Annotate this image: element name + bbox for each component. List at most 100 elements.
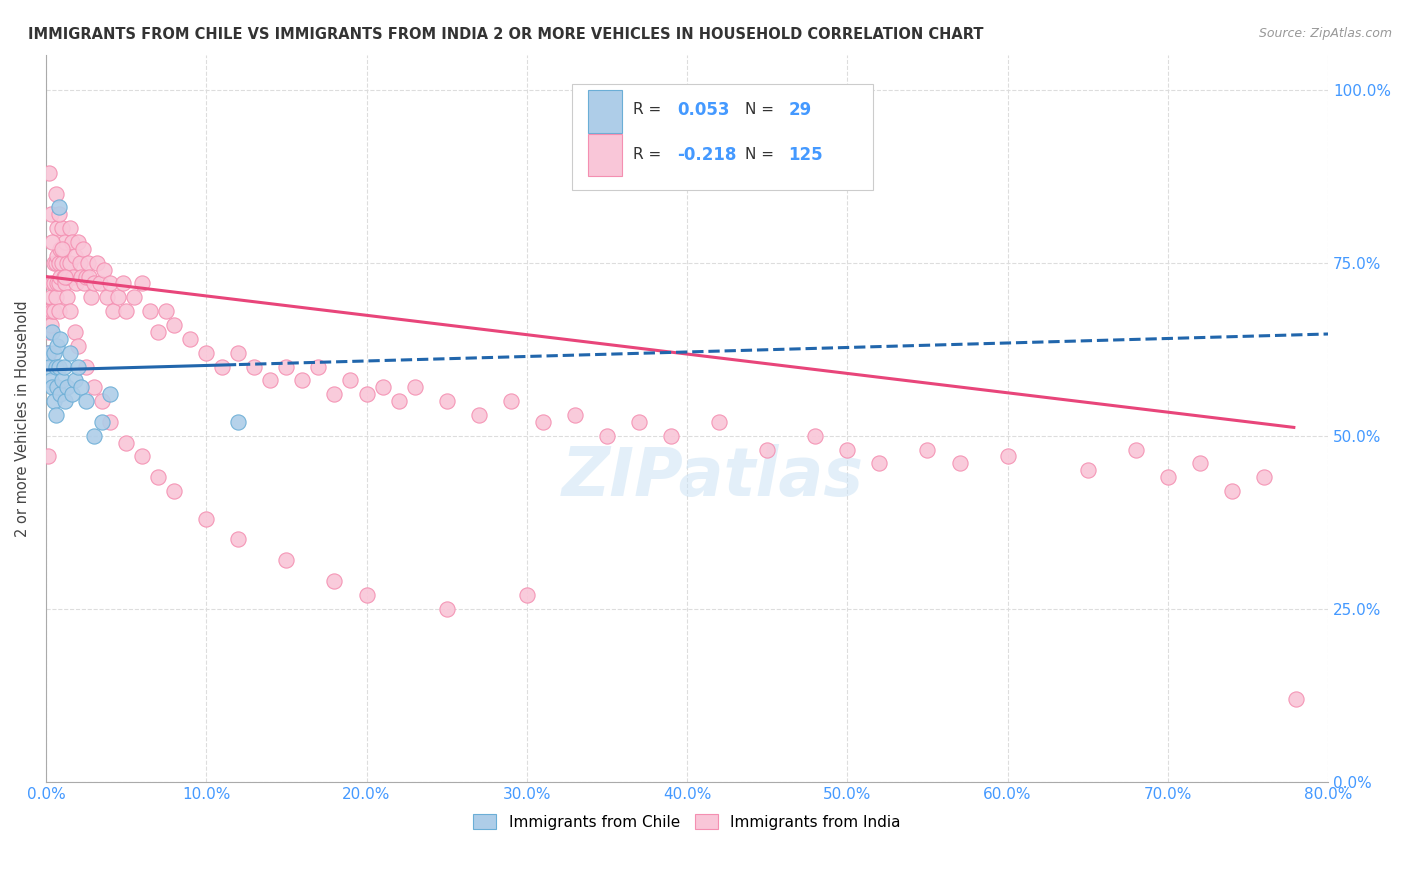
Point	[1125, 442, 1147, 457]
Point	[72, 242, 94, 256]
Point	[76, 256, 98, 270]
Point	[39, 290, 62, 304]
Point	[37, 345, 59, 359]
Point	[83, 428, 105, 442]
Point	[56, 380, 79, 394]
Point	[115, 304, 138, 318]
Point	[659, 428, 682, 442]
Point	[226, 533, 249, 547]
Point	[53, 394, 76, 409]
Point	[60, 387, 83, 401]
Point	[38, 345, 60, 359]
Point	[41, 235, 63, 249]
Point	[276, 359, 298, 374]
Point	[51, 242, 73, 256]
Point	[75, 269, 97, 284]
Point	[51, 256, 73, 270]
Point	[53, 277, 76, 291]
Text: 29: 29	[789, 101, 811, 119]
Text: ZIPatlas: ZIPatlas	[562, 443, 863, 509]
Point	[75, 359, 97, 374]
Point	[211, 359, 233, 374]
Point	[96, 290, 118, 304]
Point	[323, 574, 346, 588]
Point	[38, 304, 60, 318]
Point	[51, 373, 73, 387]
Point	[45, 408, 67, 422]
Point	[59, 345, 82, 359]
Point	[53, 269, 76, 284]
Point	[387, 394, 409, 409]
Point	[46, 221, 69, 235]
Point	[70, 269, 93, 284]
Point	[46, 380, 69, 394]
Point	[1157, 470, 1180, 484]
Point	[69, 256, 91, 270]
Text: 0.053: 0.053	[676, 101, 730, 119]
Point	[1220, 484, 1243, 499]
Point	[307, 359, 329, 374]
Point	[195, 345, 218, 359]
Point	[42, 256, 65, 270]
Point	[42, 394, 65, 409]
Point	[45, 290, 67, 304]
Point	[436, 394, 458, 409]
Point	[42, 345, 65, 359]
Point	[38, 325, 60, 339]
Point	[948, 456, 970, 470]
Point	[243, 359, 266, 374]
Point	[516, 588, 538, 602]
Point	[37, 450, 59, 464]
Legend: Immigrants from Chile, Immigrants from India: Immigrants from Chile, Immigrants from I…	[467, 807, 907, 836]
Point	[89, 277, 111, 291]
Point	[155, 304, 177, 318]
Point	[38, 166, 60, 180]
Point	[467, 408, 489, 422]
Point	[259, 373, 281, 387]
Point	[45, 359, 67, 374]
Point	[45, 256, 67, 270]
Point	[48, 304, 70, 318]
Point	[45, 186, 67, 201]
Point	[49, 269, 72, 284]
Point	[91, 415, 114, 429]
Text: -0.218: -0.218	[676, 145, 737, 163]
Point	[42, 277, 65, 291]
Point	[59, 256, 82, 270]
Point	[59, 304, 82, 318]
Point	[107, 290, 129, 304]
FancyBboxPatch shape	[588, 134, 621, 177]
Point	[63, 373, 86, 387]
Point	[38, 359, 60, 374]
Point	[37, 345, 59, 359]
Point	[804, 428, 827, 442]
Point	[139, 304, 162, 318]
Point	[49, 242, 72, 256]
Point	[83, 380, 105, 394]
Point	[49, 387, 72, 401]
Point	[93, 262, 115, 277]
Point	[62, 269, 84, 284]
Point	[83, 277, 105, 291]
FancyBboxPatch shape	[588, 90, 621, 133]
Point	[59, 221, 82, 235]
Point	[131, 277, 153, 291]
Point	[51, 221, 73, 235]
Point	[39, 207, 62, 221]
Point	[146, 325, 169, 339]
Point	[48, 277, 70, 291]
Point	[46, 339, 69, 353]
Point	[596, 428, 619, 442]
Point	[122, 290, 145, 304]
Point	[756, 442, 779, 457]
Point	[917, 442, 939, 457]
Point	[66, 359, 89, 374]
Point	[77, 269, 100, 284]
Text: Source: ZipAtlas.com: Source: ZipAtlas.com	[1258, 27, 1392, 40]
Point	[48, 200, 70, 214]
Point	[226, 415, 249, 429]
Point	[115, 435, 138, 450]
Point	[70, 380, 93, 394]
Point	[53, 235, 76, 249]
Point	[98, 415, 121, 429]
